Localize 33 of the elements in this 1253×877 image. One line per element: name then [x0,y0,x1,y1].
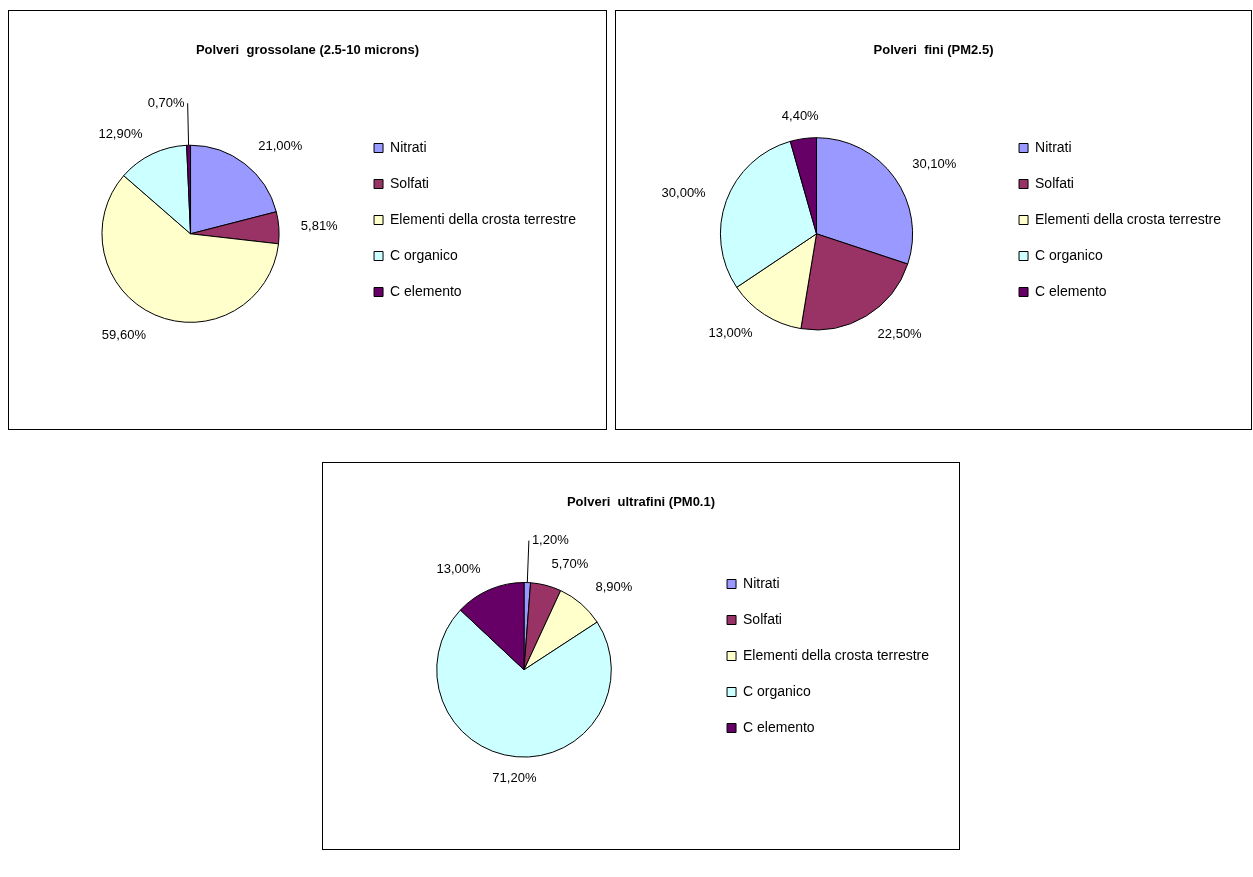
legend-label: Solfati [1035,174,1074,191]
legend-label: C organico [1035,246,1103,263]
chart-title: Polveri grossolane (2.5-10 microns) [195,42,420,58]
data-label: 1,20% [531,532,570,548]
legend-label: Elementi della crosta terrestre [1035,210,1222,227]
data-label: 8,90% [595,578,633,594]
chart-title: Polveri fini (PM2.5) [873,42,994,58]
legend-label: Nitrati [743,574,780,591]
legend-label: Solfati [390,174,429,191]
data-label: 4,40% [781,108,820,124]
data-label: 30,10% [912,156,957,172]
legend-label: C organico [743,682,811,699]
data-label: 13,00% [436,561,482,577]
legend-label: Elementi della crosta terrestre [743,646,930,663]
legend-label: C elemento [390,282,462,299]
data-label: 5,70% [551,555,589,571]
data-label: 0,70% [147,94,186,110]
data-label: 12,90% [98,125,143,141]
legend-label: Elementi della crosta terrestre [390,210,577,227]
data-label: 71,20% [492,770,537,786]
data-label: 59,60% [101,326,147,342]
data-label: 22,50% [877,326,923,342]
legend-label: Solfati [743,610,782,627]
legend-label: C organico [390,246,458,263]
legend-label: Nitrati [1035,138,1072,155]
data-label: 30,00% [661,184,707,200]
data-label: 5,81% [300,217,339,233]
data-label: 13,00% [708,324,754,340]
legend-label: C elemento [1035,282,1107,299]
legend-label: Nitrati [390,138,427,155]
legend-label: C elemento [743,718,815,735]
chart-title: Polveri ultrafini (PM0.1) [566,494,716,510]
data-label: 21,00% [258,138,303,154]
